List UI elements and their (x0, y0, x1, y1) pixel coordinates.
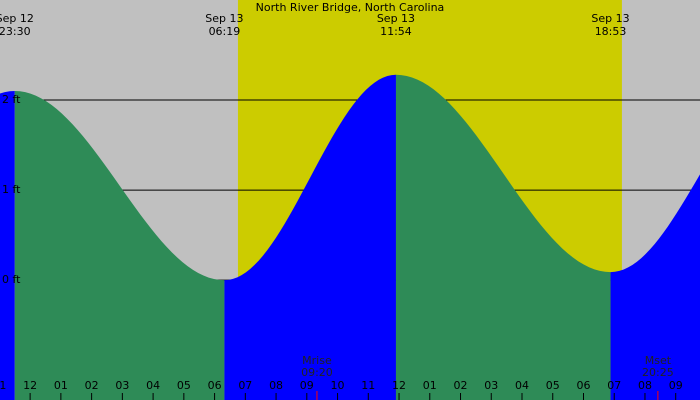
moon-event: Mrise (302, 354, 332, 367)
x-tick-label: 04 (146, 379, 160, 392)
extreme-date: Sep 13 (377, 12, 415, 25)
x-tick-label: 05 (177, 379, 191, 392)
x-tick-label: 01 (423, 379, 437, 392)
x-tick-label: 12 (23, 379, 37, 392)
moon-event: Mset (645, 354, 672, 367)
y-tick-label: 0 ft (2, 273, 21, 286)
x-tick-label: 03 (115, 379, 129, 392)
x-tick-label: 06 (208, 379, 222, 392)
extreme-time: 23:30 (0, 25, 31, 38)
extreme-date: Sep 12 (0, 12, 34, 25)
x-tick-label: 12 (392, 379, 406, 392)
y-tick-label: 2 ft (2, 93, 21, 106)
x-tick-label: 07 (238, 379, 252, 392)
rising-tide (610, 174, 700, 400)
x-tick-label: 07 (607, 379, 621, 392)
falling-tide (14, 90, 225, 400)
falling-tide (395, 74, 611, 400)
moon-time: 09:20 (301, 366, 333, 379)
x-tick-label: 11 (0, 379, 6, 392)
extreme-time: 06:19 (209, 25, 241, 38)
x-tick-label: 03 (484, 379, 498, 392)
x-tick-label: 02 (85, 379, 99, 392)
x-tick-label: 04 (515, 379, 529, 392)
extreme-time: 18:53 (595, 25, 627, 38)
x-tick-label: 05 (546, 379, 560, 392)
extreme-date: Sep 13 (591, 12, 629, 25)
x-tick-label: 10 (331, 379, 345, 392)
x-tick-label: 09 (300, 379, 314, 392)
x-tick-label: 11 (361, 379, 375, 392)
x-tick-label: 01 (54, 379, 68, 392)
x-tick-label: 06 (576, 379, 590, 392)
x-tick-label: 08 (269, 379, 283, 392)
x-tick-label: 02 (454, 379, 468, 392)
x-tick-label: 09 (669, 379, 683, 392)
rising-tide (224, 74, 396, 400)
chart-title: North River Bridge, North Carolina (256, 1, 445, 14)
extreme-date: Sep 13 (205, 12, 243, 25)
moon-time: 20:25 (642, 366, 674, 379)
extreme-time: 11:54 (380, 25, 412, 38)
rising-tide (0, 90, 15, 400)
x-tick-label: 08 (638, 379, 652, 392)
y-tick-label: 1 ft (2, 183, 21, 196)
